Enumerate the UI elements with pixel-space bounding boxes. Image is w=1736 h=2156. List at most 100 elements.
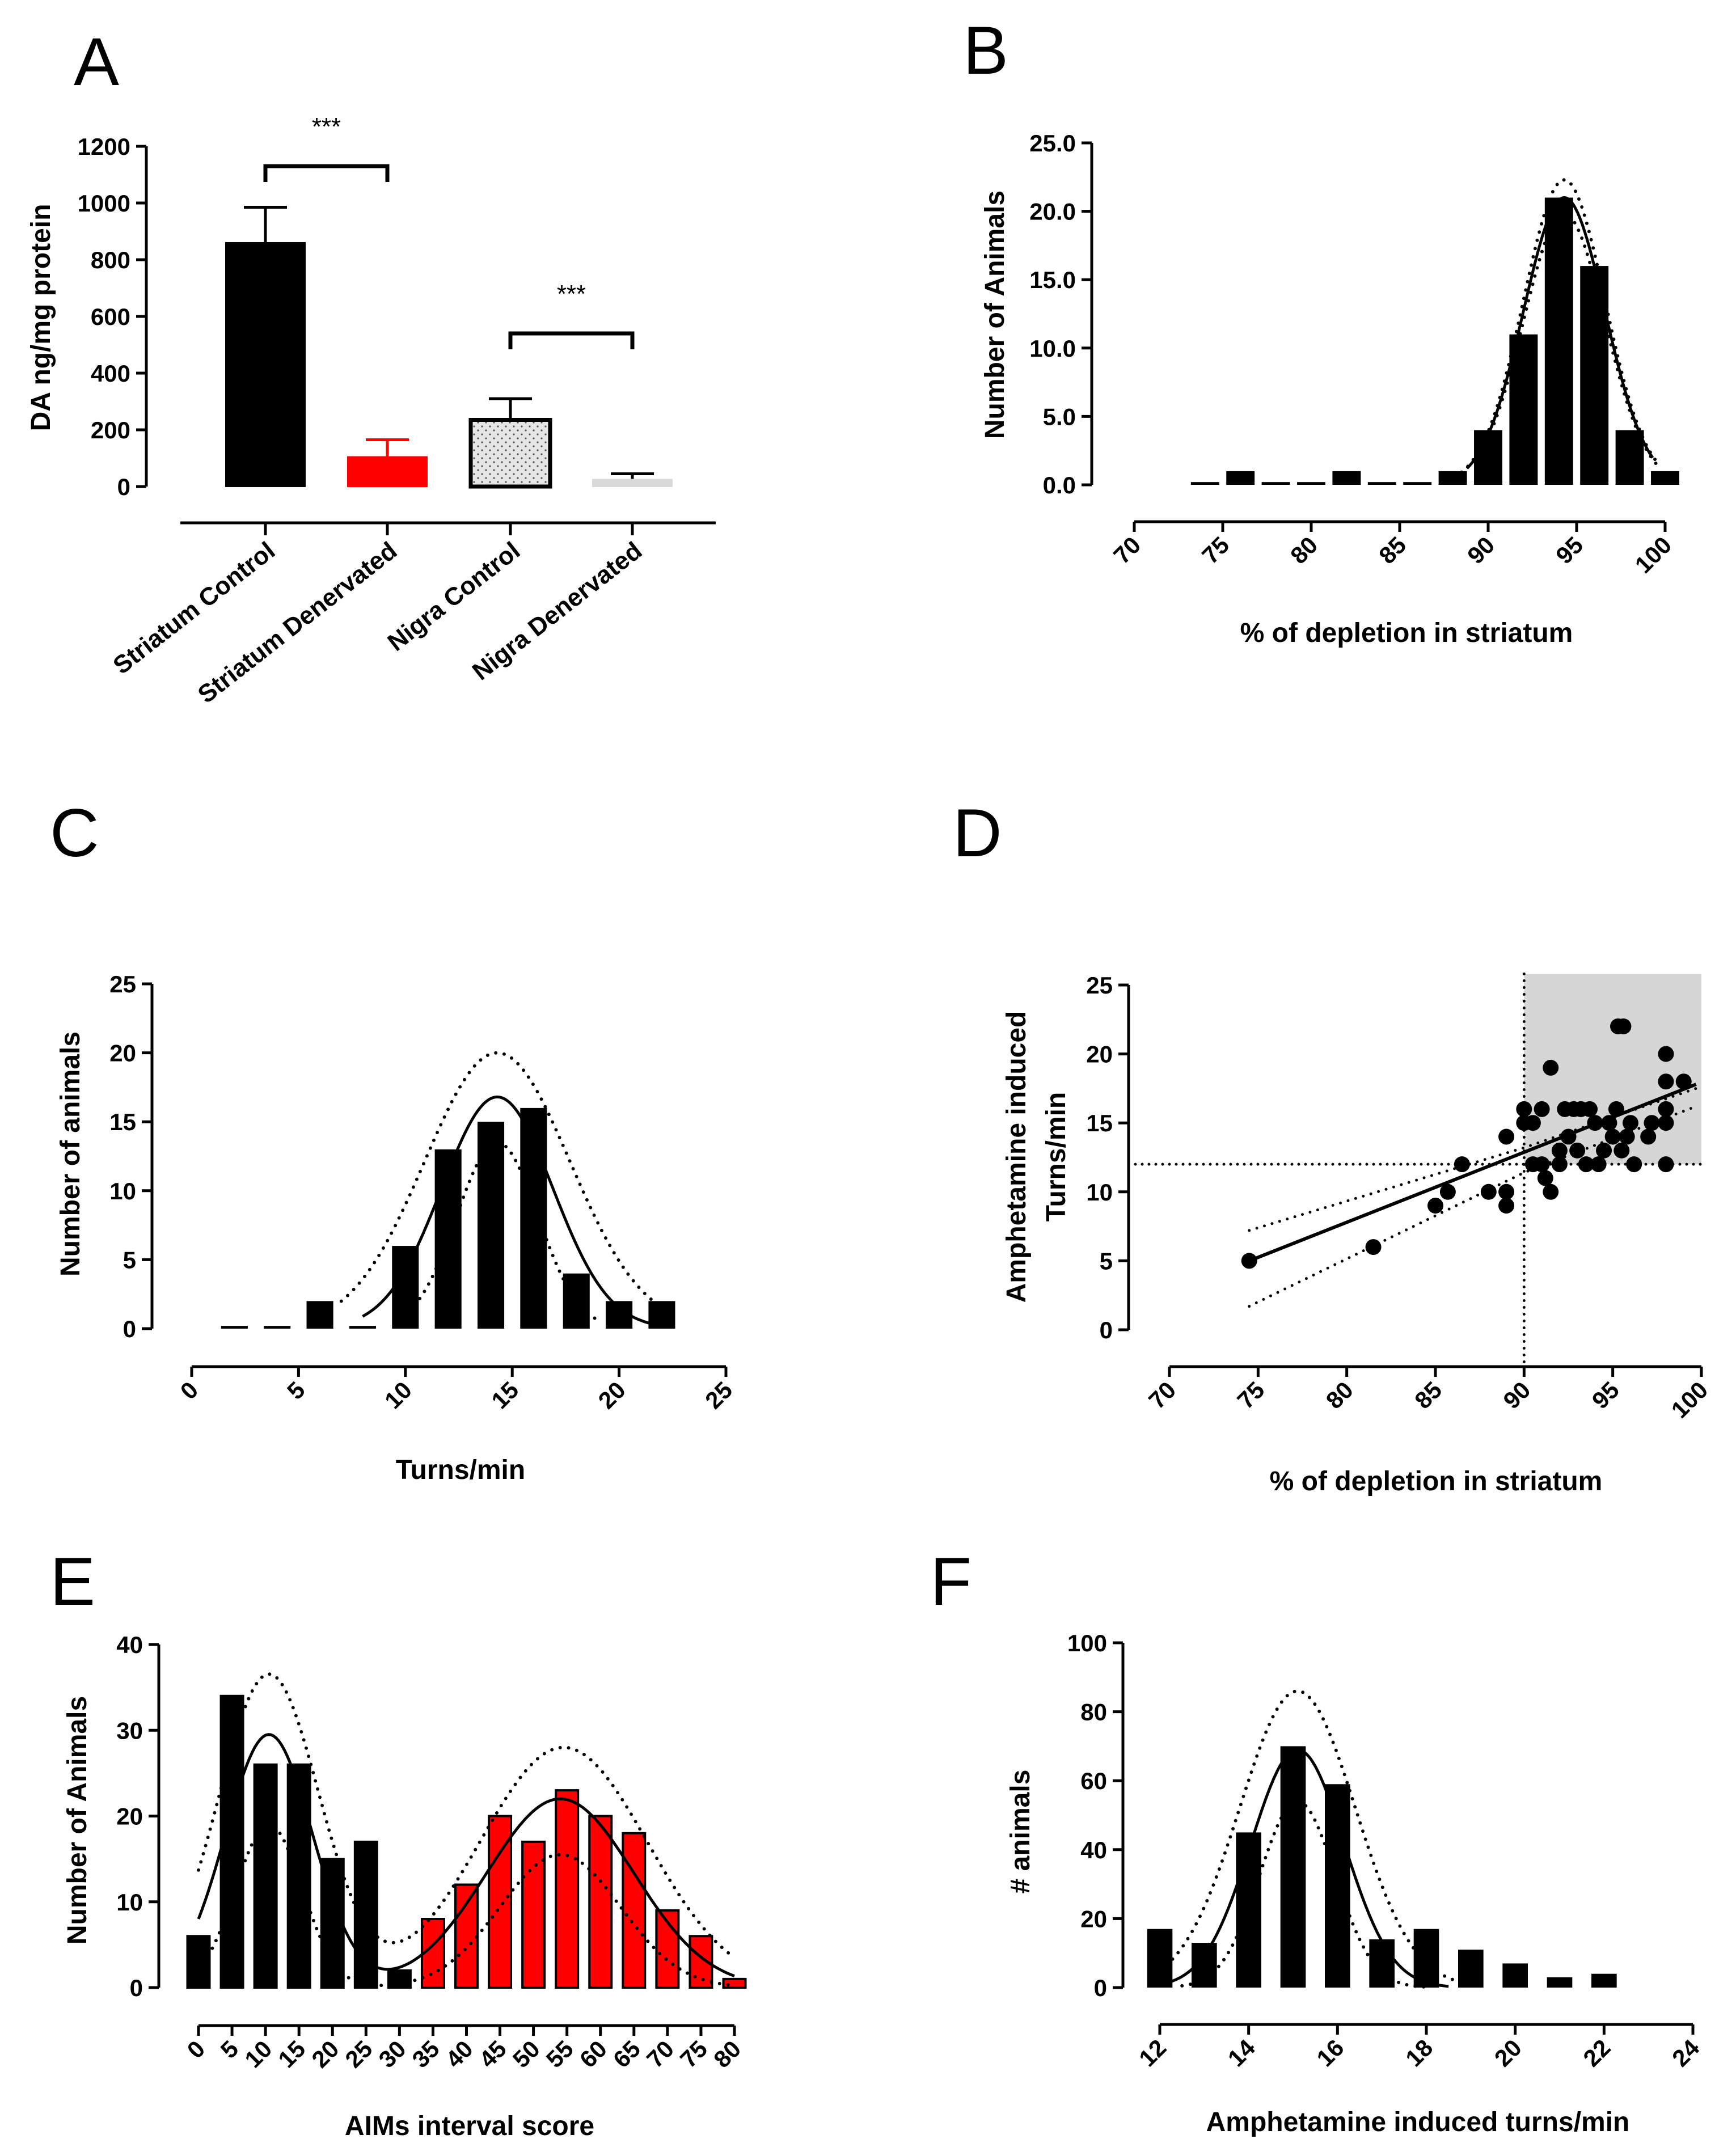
panel-f-x-tick-label: 18 <box>1400 2034 1438 2072</box>
panel-f-x-tick-label: 24 <box>1667 2034 1705 2072</box>
panel-c-bar <box>306 1301 333 1329</box>
panel-d-x-tick-label: 85 <box>1409 1376 1447 1414</box>
panel-e-histogram: Number of Animals AIMs interval score 01… <box>62 1631 747 2141</box>
panel-letter-c: C <box>50 795 99 871</box>
panel-d-y-tick-label: 10 <box>1086 1179 1113 1206</box>
panel-e-x-tick-label: 5 <box>216 2035 244 2064</box>
panel-b-fit-lower-band <box>1477 212 1658 466</box>
panel-f-y-tick-label: 20 <box>1080 1905 1107 1932</box>
panel-d-point <box>1675 1073 1692 1090</box>
panel-f-x-tick-label: 20 <box>1489 2034 1527 2072</box>
panel-e-x-tick-label: 70 <box>641 2035 679 2073</box>
panel-a-bar <box>592 479 673 487</box>
panel-c-x-axis-label: Turns/min <box>396 1455 525 1485</box>
panel-a-y-tick-label: 1200 <box>78 133 130 160</box>
panel-letter-e: E <box>50 1544 95 1620</box>
panel-b-y-tick-label: 25.0 <box>1029 130 1076 157</box>
panel-d-point <box>1613 1142 1630 1159</box>
panel-c-x-tick-label: 10 <box>379 1376 417 1414</box>
panel-b-x-tick-label: 95 <box>1551 531 1588 569</box>
panel-d-point <box>1658 1046 1674 1062</box>
panel-d-point <box>1498 1128 1515 1145</box>
panel-d-y-tick-label: 15 <box>1086 1110 1113 1136</box>
panel-f-y-tick-label: 40 <box>1080 1837 1107 1863</box>
panel-letter-d: D <box>953 795 1002 871</box>
panel-d-point <box>1534 1156 1550 1173</box>
panel-e-bar <box>722 1977 747 1989</box>
panel-e-bar <box>253 1763 278 1989</box>
panel-d-point <box>1596 1142 1612 1159</box>
panel-a-category-label: Striatum Denervated <box>193 536 402 709</box>
panel-a-y-tick-label: 0 <box>117 474 130 500</box>
panel-e-y-tick-label: 10 <box>116 1889 143 1916</box>
panel-d-point <box>1551 1142 1568 1159</box>
panel-b-x-tick-label: 100 <box>1630 531 1677 578</box>
panel-e-x-tick-label: 50 <box>508 2035 545 2073</box>
panel-c-x-tick-label: 25 <box>700 1376 737 1414</box>
panel-d-point <box>1480 1183 1497 1200</box>
panel-c-y-tick-label: 5 <box>123 1246 136 1273</box>
panel-b-histogram: Number of Animals % of depletion in stri… <box>980 130 1679 648</box>
panel-e-y-tick-label: 30 <box>116 1717 143 1744</box>
panel-letter-f: F <box>930 1544 972 1620</box>
panel-e-bar <box>622 1832 647 1989</box>
panel-b-bar <box>1261 482 1290 485</box>
panel-b-bar <box>1615 430 1644 485</box>
panel-e-x-tick-label: 10 <box>239 2035 277 2073</box>
panel-a-y-tick-label: 600 <box>91 303 130 330</box>
panel-e-x-tick-label: 65 <box>608 2035 645 2073</box>
panel-f-x-tick-label: 16 <box>1311 2034 1349 2072</box>
panel-e-fit-lower-band <box>197 1823 736 1988</box>
panel-e-bar <box>588 1815 613 1989</box>
panel-e-bar <box>488 1815 513 1989</box>
panel-d-point <box>1498 1198 1515 1214</box>
panel-d-scatter: Amphetamine induced Turns/min % of deple… <box>1002 972 1713 1496</box>
panel-c-x-tick-label: 0 <box>175 1376 204 1405</box>
panel-d-point <box>1241 1253 1257 1269</box>
panel-c-bar <box>392 1246 419 1329</box>
panel-f-bar <box>1547 1977 1573 1988</box>
panel-d-y-tick-label: 20 <box>1086 1041 1113 1068</box>
panel-e-x-tick-label: 40 <box>441 2035 478 2073</box>
panel-b-bar <box>1403 482 1432 485</box>
panel-a-bar <box>468 418 552 489</box>
panel-b-bar <box>1367 482 1396 485</box>
panel-d-x-tick-label: 80 <box>1321 1376 1358 1414</box>
panel-e-y-tick-label: 20 <box>116 1803 143 1830</box>
panel-d-regression-line <box>1248 1083 1697 1263</box>
panel-d-point <box>1365 1239 1382 1255</box>
panel-f-histogram: # animals Amphetamine induced turns/min … <box>1006 1630 1705 2137</box>
panel-d-point <box>1551 1156 1568 1173</box>
panel-c-y-tick-label: 0 <box>123 1316 136 1342</box>
panel-c-bar <box>221 1326 248 1329</box>
panel-a-y-axis-label: DA ng/mg protein <box>26 204 56 432</box>
panel-e-x-tick-label: 45 <box>474 2035 512 2073</box>
panel-e-bar <box>387 1969 412 1989</box>
panel-f-y-axis-label: # animals <box>1006 1770 1036 1894</box>
panel-e-x-tick-label: 30 <box>373 2035 411 2073</box>
panel-e-x-tick-label: 55 <box>541 2035 578 2073</box>
panel-c-fit-lower-band <box>393 1140 599 1323</box>
panel-f-x-axis-label: Amphetamine induced turns/min <box>1206 2107 1630 2137</box>
panel-e-x-tick-label: 35 <box>407 2035 445 2073</box>
panel-e-bar <box>186 1935 211 1989</box>
panel-c-x-tick-label: 5 <box>282 1376 310 1405</box>
panel-f-bar <box>1147 1929 1173 1988</box>
panel-e-bar <box>219 1694 244 1989</box>
panel-d-point <box>1604 1128 1621 1145</box>
panel-f-bar <box>1502 1963 1528 1988</box>
panel-b-bar <box>1190 482 1219 485</box>
panel-a-bar <box>347 456 428 487</box>
panel-d-point <box>1644 1115 1660 1131</box>
panel-b-bar <box>1544 197 1573 485</box>
panel-f-x-tick-label: 12 <box>1134 2034 1171 2072</box>
panel-b-y-tick-label: 15.0 <box>1029 267 1076 293</box>
panel-b-x-tick-label: 85 <box>1374 531 1411 569</box>
panel-b-bar <box>1226 471 1255 485</box>
panel-e-x-tick-label: 80 <box>708 2035 746 2073</box>
panel-b-x-axis-label: % of depletion in striatum <box>1240 618 1573 648</box>
panel-f-y-tick-label: 80 <box>1080 1699 1107 1726</box>
panel-d-y-axis-label-line2: Turns/min <box>1041 1092 1071 1221</box>
panel-d-y-tick-label: 5 <box>1100 1248 1113 1274</box>
